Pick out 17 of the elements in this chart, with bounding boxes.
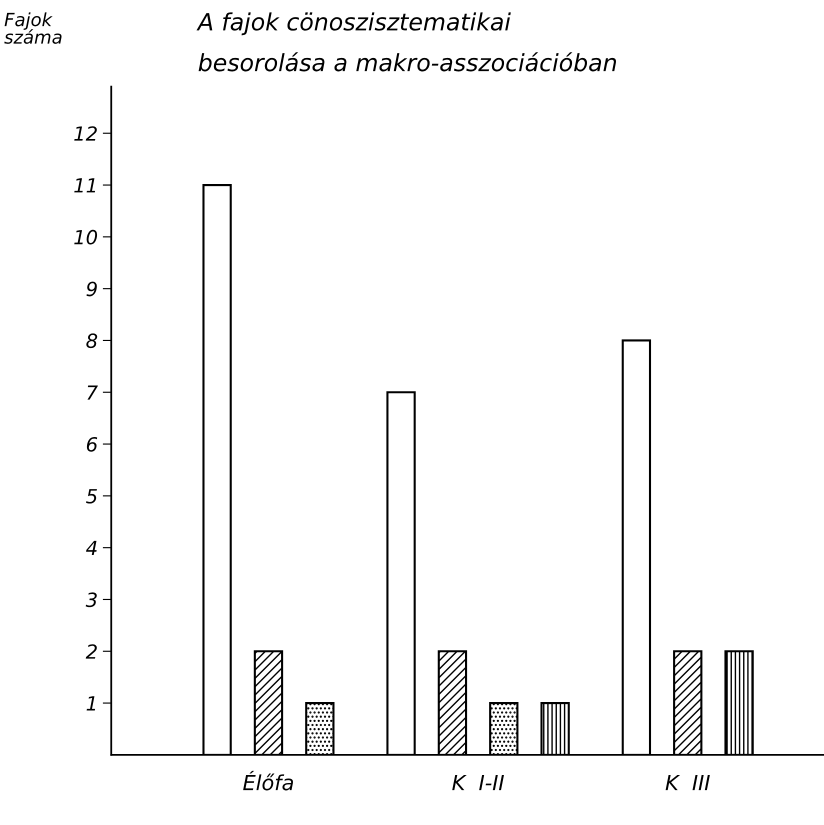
x-tick-label: K I-II: [452, 774, 504, 790]
y-tick-label: 10: [74, 230, 98, 245]
y-axis-title: Fajok száma: [4, 12, 62, 44]
y-tick-label: 9: [86, 282, 97, 296]
y-tick-label: 5: [86, 489, 97, 504]
chart-title: A fajok cönoszisztematikai besorolása a makro-asszociációban: [196, 12, 616, 72]
y-tick-label: 1: [86, 696, 96, 710]
y-tick-label: 8: [86, 333, 98, 348]
y-tick-label: 4: [86, 540, 97, 556]
y-tick-label: 6: [86, 437, 98, 452]
y-tick-label: 12: [74, 126, 97, 141]
y-tick-label: 7: [87, 385, 98, 400]
x-tick-label: K III: [666, 774, 710, 790]
y-tick-label: 3: [86, 592, 97, 608]
x-tick-label: Élőfa: [243, 770, 293, 790]
y-tick-label: 2: [86, 644, 97, 659]
y-tick-label: 11: [74, 178, 96, 192]
